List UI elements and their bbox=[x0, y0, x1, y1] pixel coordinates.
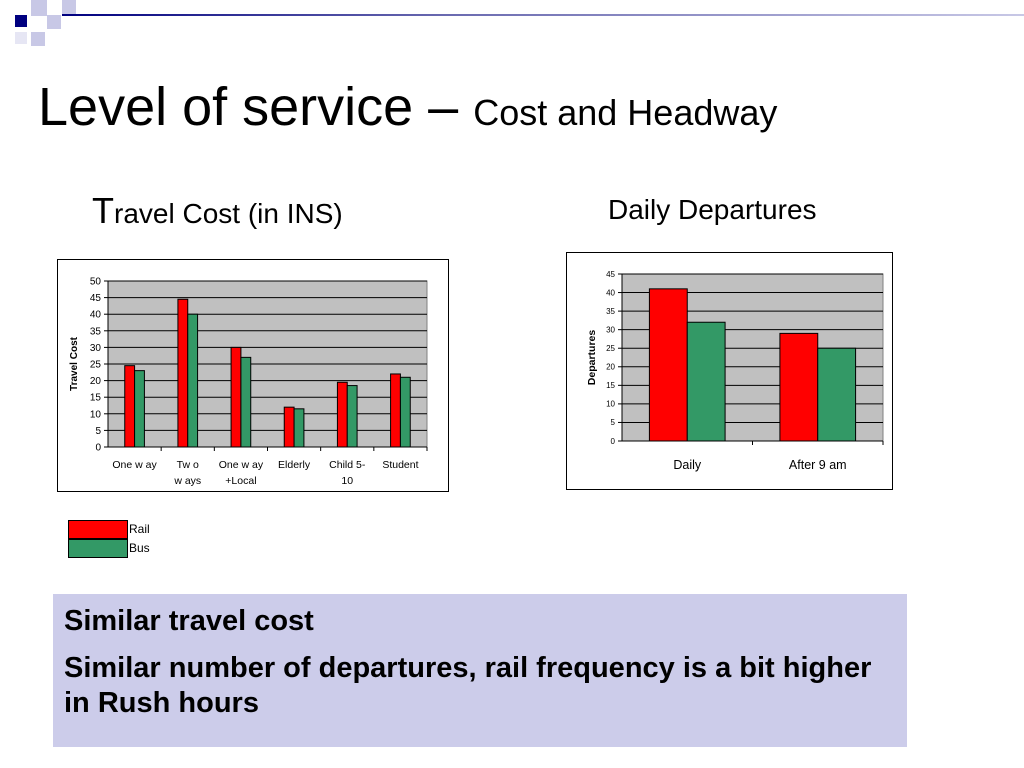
legend-swatch-bus bbox=[68, 539, 128, 558]
y-tick-label: 15 bbox=[606, 381, 615, 390]
decor-square-light bbox=[31, 32, 45, 46]
slide-title-main: Level of service – bbox=[38, 77, 474, 137]
y-tick-label: 25 bbox=[90, 360, 102, 371]
bar-rail bbox=[390, 373, 401, 448]
y-tick-label: 50 bbox=[90, 277, 102, 288]
legend-swatch-rail bbox=[68, 520, 128, 539]
y-tick-label: 35 bbox=[606, 307, 615, 316]
y-tick-label: 0 bbox=[611, 437, 616, 446]
y-tick-label: 5 bbox=[611, 418, 616, 427]
bar-rail bbox=[648, 288, 688, 442]
bar-rail bbox=[283, 406, 295, 448]
x-tick-label: +Local bbox=[225, 475, 256, 487]
departures-heading: Daily Departures bbox=[608, 194, 817, 225]
decor-square-light bbox=[62, 0, 76, 14]
departures-chart-svg: 0 5 10 15 20 25 30 35 40 45 Daily After 9 am Departu… bbox=[586, 270, 884, 472]
decor-square-navy bbox=[15, 15, 27, 27]
bar-bus bbox=[817, 347, 857, 442]
y-tick-label: 10 bbox=[90, 409, 102, 420]
travel-cost-heading-rest: ravel Cost (in INS) bbox=[114, 198, 343, 229]
bar-rail bbox=[336, 381, 348, 448]
y-tick-label: 0 bbox=[95, 443, 101, 454]
x-tick-label: After 9 am bbox=[789, 458, 847, 472]
y-axis-label: Travel Cost bbox=[69, 336, 80, 391]
decor-square-light bbox=[15, 32, 27, 44]
bar-bus bbox=[686, 321, 726, 442]
decor-gradient-line bbox=[62, 14, 1024, 16]
y-tick-label: 30 bbox=[606, 325, 615, 334]
bar-bus bbox=[346, 385, 358, 448]
y-tick-label: 40 bbox=[606, 288, 615, 297]
legend-label-bus: Bus bbox=[129, 541, 150, 555]
slide-title: Level of service – Cost and Headway bbox=[38, 76, 777, 138]
bar-bus bbox=[187, 313, 199, 448]
x-tick-label: Tw o bbox=[177, 459, 199, 471]
x-tick-label: One w ay bbox=[112, 459, 157, 471]
y-tick-label: 30 bbox=[90, 343, 102, 354]
x-tick-label: One w ay bbox=[219, 459, 264, 471]
travel-cost-chart-svg: 0 5 10 15 20 25 30 35 40 45 50 One w ay Tw o w ays One… bbox=[69, 277, 428, 487]
bar-bus bbox=[293, 408, 305, 448]
y-tick-label: 5 bbox=[95, 426, 101, 437]
travel-cost-heading-initial: T bbox=[92, 190, 114, 231]
bar-rail bbox=[177, 298, 189, 448]
y-tick-label: 20 bbox=[606, 363, 615, 372]
bar-rail bbox=[124, 365, 136, 448]
legend-label-rail: Rail bbox=[129, 522, 150, 536]
y-tick-label: 35 bbox=[90, 326, 102, 337]
conclusion-line-1: Similar travel cost bbox=[64, 605, 314, 637]
x-tick-label: Child 5- bbox=[329, 459, 366, 471]
slide-title-sub: Cost and Headway bbox=[473, 92, 778, 133]
conclusion-line-2: Similar number of departures, rail frequ… bbox=[64, 652, 872, 719]
conclusion-box: Similar travel cost Similar number of de… bbox=[53, 594, 907, 747]
bar-rail bbox=[779, 332, 819, 442]
x-tick-label: Elderly bbox=[278, 459, 311, 471]
departures-chart: 0 5 10 15 20 25 30 35 40 45 Daily After 9 am Departu… bbox=[566, 252, 893, 490]
y-tick-label: 15 bbox=[90, 393, 102, 404]
y-tick-label: 45 bbox=[606, 270, 615, 279]
bar-rail bbox=[230, 346, 242, 448]
y-tick-label: 25 bbox=[606, 344, 615, 353]
travel-cost-chart: 0 5 10 15 20 25 30 35 40 45 50 One w ay Tw o w ays One… bbox=[57, 259, 449, 492]
y-tick-label: 10 bbox=[606, 400, 615, 409]
bar-bus bbox=[240, 356, 252, 448]
x-tick-label: w ays bbox=[173, 475, 201, 487]
decor-square-light bbox=[31, 0, 47, 16]
y-tick-label: 45 bbox=[90, 293, 102, 304]
x-tick-label: Student bbox=[382, 459, 418, 471]
y-axis-label: Departures bbox=[586, 330, 598, 386]
y-tick-label: 20 bbox=[90, 376, 102, 387]
bar-bus bbox=[399, 376, 411, 448]
decor-square-light bbox=[47, 15, 61, 29]
x-tick-label: 10 bbox=[341, 475, 353, 487]
y-tick-label: 40 bbox=[90, 310, 102, 321]
bar-bus bbox=[134, 370, 145, 448]
travel-cost-heading: Travel Cost (in INS) bbox=[92, 190, 343, 232]
x-tick-label: Daily bbox=[673, 458, 702, 472]
